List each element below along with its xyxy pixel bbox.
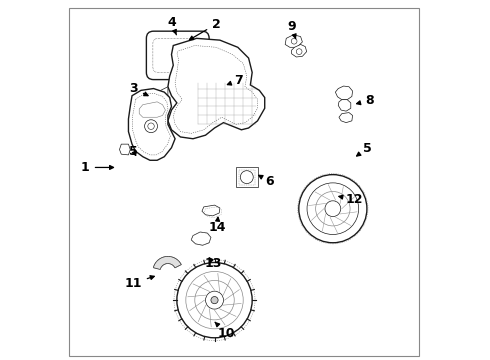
Text: 14: 14 [208, 217, 226, 234]
Polygon shape [157, 87, 168, 110]
Polygon shape [153, 256, 181, 270]
Text: 1: 1 [81, 161, 114, 174]
Text: 13: 13 [205, 257, 222, 270]
Circle shape [145, 120, 157, 133]
Polygon shape [339, 113, 353, 123]
Polygon shape [292, 44, 307, 57]
Text: 10: 10 [215, 322, 235, 340]
Circle shape [307, 183, 359, 234]
Polygon shape [139, 102, 166, 117]
Circle shape [291, 39, 297, 44]
Polygon shape [202, 205, 220, 216]
Circle shape [177, 262, 252, 338]
Circle shape [148, 123, 154, 130]
Circle shape [186, 271, 243, 329]
Text: 12: 12 [339, 193, 363, 206]
Circle shape [240, 171, 253, 184]
Polygon shape [128, 89, 175, 160]
Polygon shape [335, 86, 353, 100]
Circle shape [299, 175, 367, 243]
Circle shape [205, 291, 223, 309]
Text: 5: 5 [129, 145, 138, 158]
Circle shape [325, 201, 341, 217]
Text: 7: 7 [227, 74, 243, 87]
Text: 6: 6 [259, 175, 274, 188]
Text: 4: 4 [167, 17, 176, 35]
Polygon shape [120, 144, 130, 155]
FancyBboxPatch shape [153, 39, 202, 72]
Text: 3: 3 [129, 82, 148, 96]
Circle shape [195, 280, 234, 320]
Polygon shape [236, 167, 258, 187]
Circle shape [211, 297, 218, 304]
Polygon shape [168, 39, 265, 139]
Text: 5: 5 [357, 142, 371, 156]
Text: 8: 8 [357, 94, 374, 107]
Text: 9: 9 [287, 21, 296, 39]
Polygon shape [285, 35, 302, 47]
Text: 2: 2 [190, 18, 220, 40]
FancyBboxPatch shape [147, 31, 209, 80]
Polygon shape [191, 232, 211, 245]
Circle shape [316, 192, 350, 226]
Circle shape [296, 49, 302, 54]
Polygon shape [338, 100, 351, 111]
Text: 11: 11 [124, 276, 154, 290]
